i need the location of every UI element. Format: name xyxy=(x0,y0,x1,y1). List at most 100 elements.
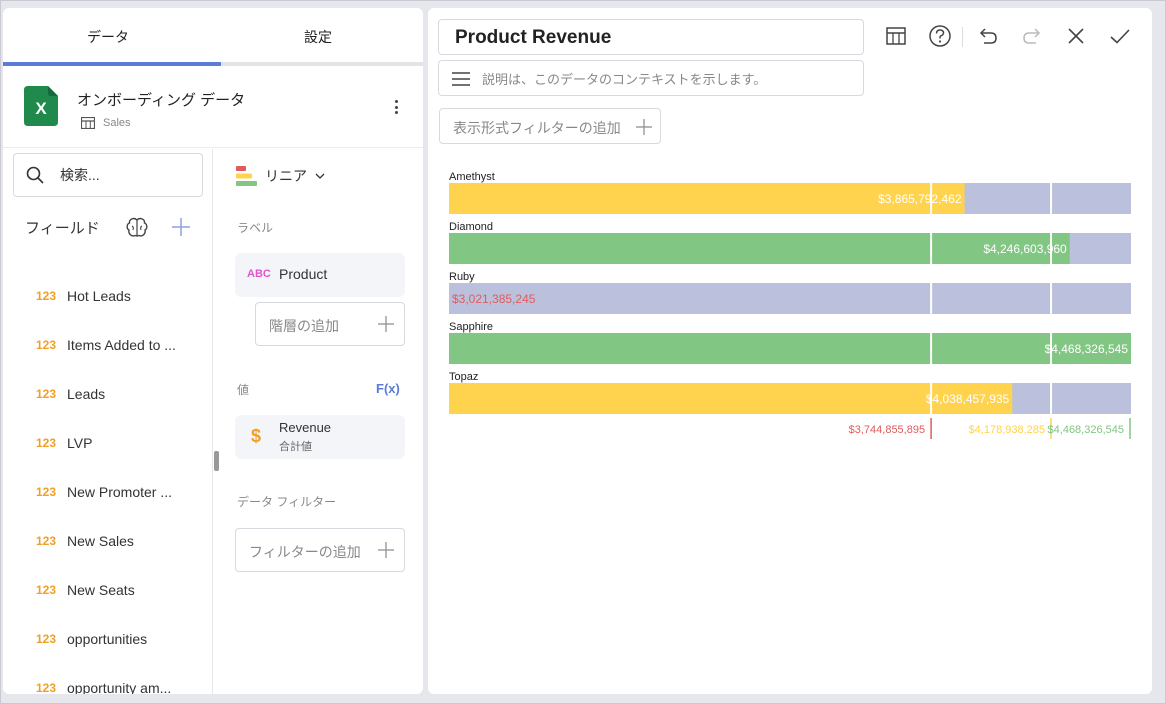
plus-icon xyxy=(636,119,652,135)
category-label: Ruby xyxy=(449,271,475,283)
bar xyxy=(449,233,1070,264)
numeric-type-icon: 123 xyxy=(36,680,57,695)
field-item[interactable]: 123 opportunities xyxy=(3,614,208,663)
data-source-header: X オンボーディング データ Sales xyxy=(3,70,423,148)
data-filter-section-heading: データ フィルター xyxy=(237,495,337,509)
fields-heading: フィールド xyxy=(25,220,100,237)
data-source-subtitle: Sales xyxy=(81,117,131,129)
undo-icon[interactable] xyxy=(975,23,1001,49)
numeric-type-icon: 123 xyxy=(36,631,57,646)
search-input[interactable] xyxy=(60,164,190,186)
svg-text:X: X xyxy=(35,99,47,118)
field-label: Items Added to ... xyxy=(67,336,176,353)
visualization-config-column: リニア ラベル ABC Product 階層の追加 値 F(x) $ Reven… xyxy=(215,149,423,694)
fields-column: フィールド 123 Hot Leads 123 Items Added to ...… xyxy=(3,149,213,694)
field-item[interactable]: 123 New Seats xyxy=(3,565,208,614)
plus-icon xyxy=(378,316,394,332)
value-field-chip[interactable]: $ Revenue 合計値 xyxy=(235,415,405,459)
linear-gauge-icon xyxy=(236,166,257,186)
label-field-name: Product xyxy=(279,266,328,282)
bar xyxy=(449,183,965,214)
category-label: Amethyst xyxy=(449,171,495,183)
lines-icon xyxy=(452,72,470,86)
data-source-title: オンボーディング データ xyxy=(77,92,246,109)
add-filter-button[interactable]: フィルターの追加 xyxy=(235,528,405,572)
numeric-type-icon: 123 xyxy=(36,484,57,499)
table-view-icon[interactable] xyxy=(883,23,909,49)
category-label: Diamond xyxy=(449,221,493,233)
field-item[interactable]: 123 Leads xyxy=(3,369,208,418)
redo-icon[interactable] xyxy=(1019,23,1045,49)
excel-icon: X xyxy=(24,86,58,126)
title-field xyxy=(438,19,864,55)
value-field-name: Revenue xyxy=(279,420,332,435)
numeric-type-icon: 123 xyxy=(36,288,57,303)
value-field-aggregation: 合計値 xyxy=(279,441,312,453)
numeric-type-icon: 123 xyxy=(36,533,57,548)
field-label: LVP xyxy=(67,434,93,451)
values-section-heading: 値 xyxy=(237,383,250,397)
brain-icon[interactable] xyxy=(125,217,149,239)
data-source-sheet: Sales xyxy=(103,117,131,129)
text-type-icon: ABC xyxy=(247,268,271,280)
formula-button[interactable]: F(x) xyxy=(376,381,400,396)
category-label: Sapphire xyxy=(449,321,493,333)
table-icon xyxy=(81,117,95,129)
column-resize-handle[interactable] xyxy=(214,451,219,471)
field-label: Hot Leads xyxy=(67,287,131,304)
panel-tabs: データ 設定 xyxy=(3,8,423,66)
field-item[interactable]: 123 Hot Leads xyxy=(3,271,208,320)
add-visual-filter-button[interactable]: 表示形式フィルターの追加 xyxy=(439,108,661,144)
add-filter-label: フィルターの追加 xyxy=(249,544,361,560)
field-item[interactable]: 123 New Sales xyxy=(3,516,208,565)
more-options-icon[interactable] xyxy=(389,96,403,118)
field-list: 123 Hot Leads 123 Items Added to ... 123 Le… xyxy=(3,271,208,695)
value-label: $3,865,792,462 xyxy=(878,192,962,206)
tab-indicator-track xyxy=(3,62,423,66)
visualization-type-selector[interactable]: リニア xyxy=(235,165,325,187)
tab-indicator xyxy=(3,62,221,66)
field-label: New Promoter ... xyxy=(67,483,173,500)
close-icon[interactable] xyxy=(1063,23,1089,49)
value-label: $4,246,603,960 xyxy=(983,242,1067,256)
field-item[interactable]: 123 New Promoter ... xyxy=(3,467,208,516)
field-item[interactable]: 123 opportunity am... xyxy=(3,663,208,695)
numeric-type-icon: 123 xyxy=(36,386,57,401)
numeric-type-icon: 123 xyxy=(36,582,57,597)
field-item[interactable]: 123 Items Added to ... xyxy=(3,320,208,369)
tab-data[interactable]: データ xyxy=(87,29,129,45)
bar xyxy=(449,333,1131,364)
add-hierarchy-button[interactable]: 階層の追加 xyxy=(255,302,405,346)
visualization-type-label: リニア xyxy=(265,168,307,184)
value-label: $3,021,385,245 xyxy=(452,292,536,306)
field-label: opportunity am... xyxy=(67,679,172,695)
data-config-panel: データ 設定 X オンボーディング データ Sales xyxy=(3,8,423,694)
threshold-label: $4,178,938,285 xyxy=(969,424,1045,436)
numeric-type-icon: 123 xyxy=(36,337,57,352)
label-section-heading: ラベル xyxy=(237,221,274,235)
add-field-icon[interactable] xyxy=(170,216,192,238)
value-label: $4,038,457,935 xyxy=(926,392,1010,406)
threshold-label: $4,468,326,545 xyxy=(1048,424,1124,436)
description-field xyxy=(438,60,864,96)
bar-track xyxy=(449,283,1131,314)
help-icon[interactable] xyxy=(927,23,953,49)
field-label: Leads xyxy=(67,385,106,402)
linear-gauge-chart: Amethyst $3,865,792,462 Diamond $4,246,603,… xyxy=(449,171,1131,439)
value-label: $4,468,326,545 xyxy=(1045,342,1129,356)
chevron-down-icon xyxy=(315,173,325,179)
field-label: opportunities xyxy=(67,630,148,647)
description-input[interactable] xyxy=(482,69,852,89)
title-input[interactable] xyxy=(455,26,855,50)
field-label: New Sales xyxy=(67,532,134,549)
threshold-label: $3,744,855,895 xyxy=(849,424,925,436)
add-visual-filter-label: 表示形式フィルターの追加 xyxy=(453,120,621,136)
bar xyxy=(449,383,1013,414)
toolbar-divider xyxy=(962,27,963,47)
label-field-chip[interactable]: ABC Product xyxy=(235,253,405,297)
check-icon[interactable] xyxy=(1107,23,1133,49)
field-search xyxy=(13,153,203,197)
tab-settings[interactable]: 設定 xyxy=(304,29,332,45)
field-item[interactable]: 123 LVP xyxy=(3,418,208,467)
search-icon xyxy=(26,166,44,184)
